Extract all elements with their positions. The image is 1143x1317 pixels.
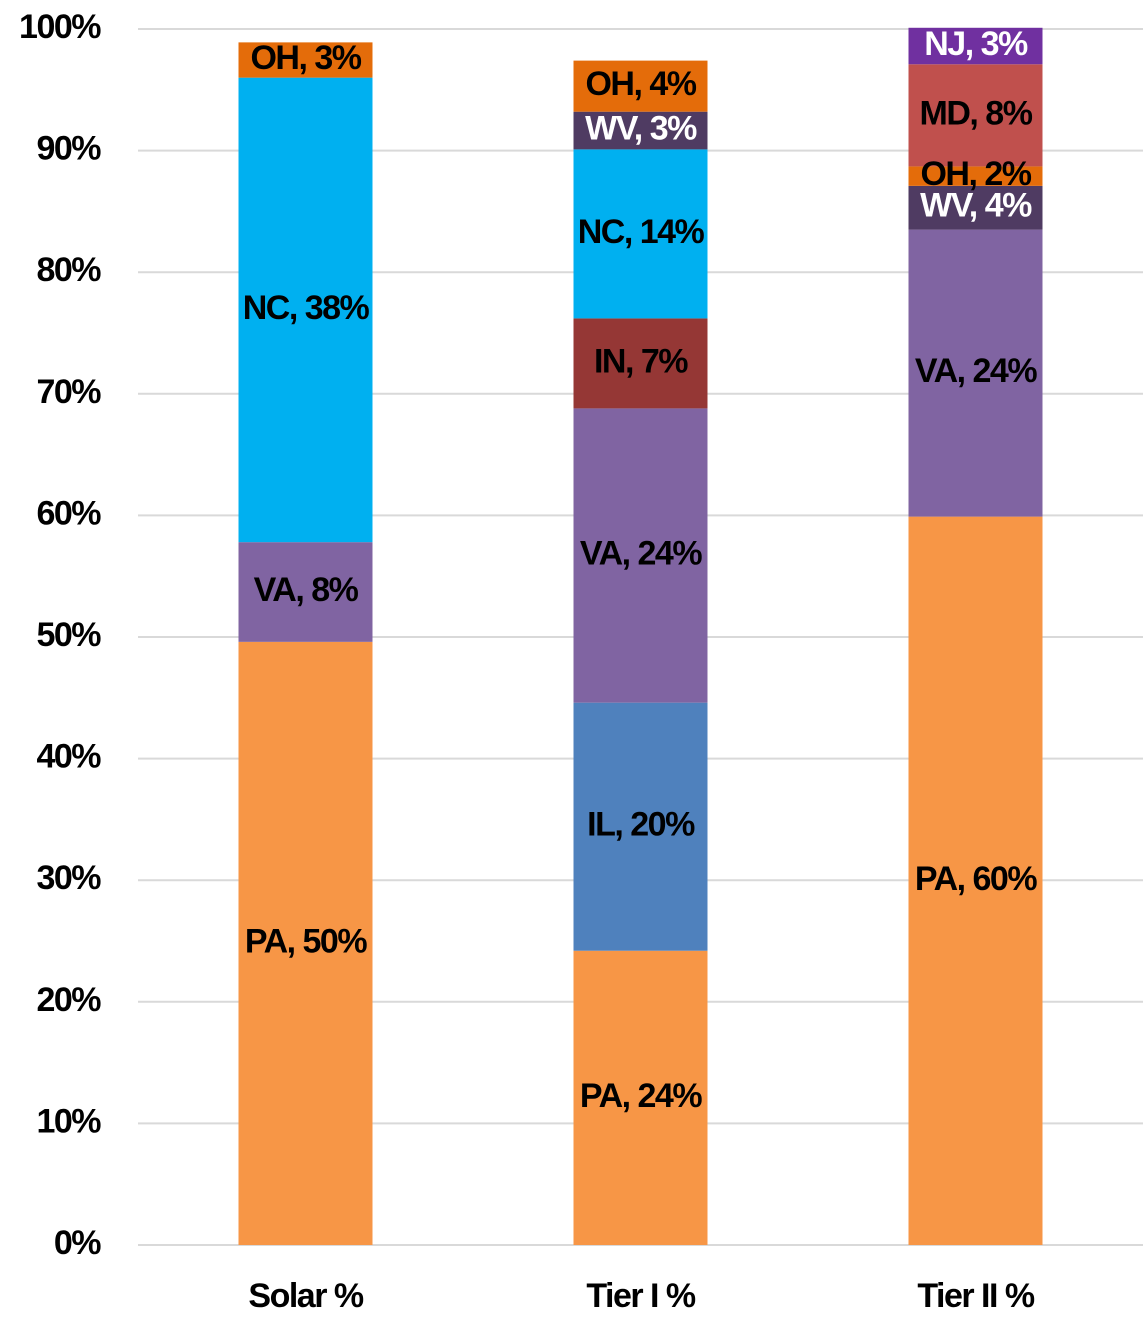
bar-segment: [573, 111, 708, 150]
y-tick-label: 100%: [19, 8, 101, 46]
data-label: OH, 2%: [920, 155, 1031, 193]
x-tick-label: Tier II %: [917, 1277, 1035, 1315]
bar-segment: [908, 229, 1043, 517]
y-tick-label: 70%: [36, 373, 101, 411]
bar-segment: [573, 408, 708, 703]
data-label: OH, 4%: [585, 65, 696, 103]
bar-segment: [238, 77, 373, 543]
data-label: PA, 50%: [245, 922, 367, 960]
y-tick-label: 10%: [36, 1102, 101, 1140]
bar-segment: [573, 702, 708, 951]
data-label: OH, 3%: [250, 39, 361, 77]
y-tick-label: 20%: [36, 981, 101, 1019]
data-label: NJ, 3%: [924, 25, 1028, 63]
data-label: VA, 24%: [915, 352, 1037, 390]
data-label: IN, 7%: [594, 342, 688, 380]
bar-segment: [573, 60, 708, 112]
bar-segment: [908, 185, 1043, 230]
bar-segment: [573, 318, 708, 409]
data-label: PA, 24%: [580, 1077, 702, 1115]
x-tick-label: Tier I %: [586, 1277, 696, 1315]
data-label: WV, 3%: [585, 110, 697, 148]
data-label: MD, 8%: [920, 94, 1033, 132]
bar-segment: [238, 42, 373, 78]
y-tick-label: 40%: [36, 738, 101, 776]
data-label: NC, 14%: [578, 213, 705, 251]
bar-segment: [238, 542, 373, 642]
data-label: NC, 38%: [243, 289, 370, 327]
data-label: IL, 20%: [587, 806, 695, 844]
bar-segment: [573, 149, 708, 319]
bar-segment: [908, 27, 1043, 65]
y-tick-label: 50%: [36, 616, 101, 654]
x-tick-label: Solar %: [248, 1277, 363, 1315]
bar-segment: [908, 64, 1043, 167]
y-tick-label: 90%: [36, 130, 101, 168]
y-tick-label: 0%: [54, 1224, 101, 1262]
bar-segment: [238, 641, 373, 1245]
bar-segment: [908, 516, 1043, 1245]
data-label: VA, 24%: [580, 535, 702, 573]
data-label: VA, 8%: [254, 571, 359, 609]
bar-segment: [908, 166, 1043, 186]
y-tick-label: 30%: [36, 859, 101, 897]
y-tick-label: 80%: [36, 251, 101, 289]
bar-segment: [573, 950, 708, 1245]
data-label: WV, 4%: [920, 187, 1032, 225]
data-label: PA, 60%: [915, 860, 1037, 898]
y-tick-label: 60%: [36, 494, 101, 532]
